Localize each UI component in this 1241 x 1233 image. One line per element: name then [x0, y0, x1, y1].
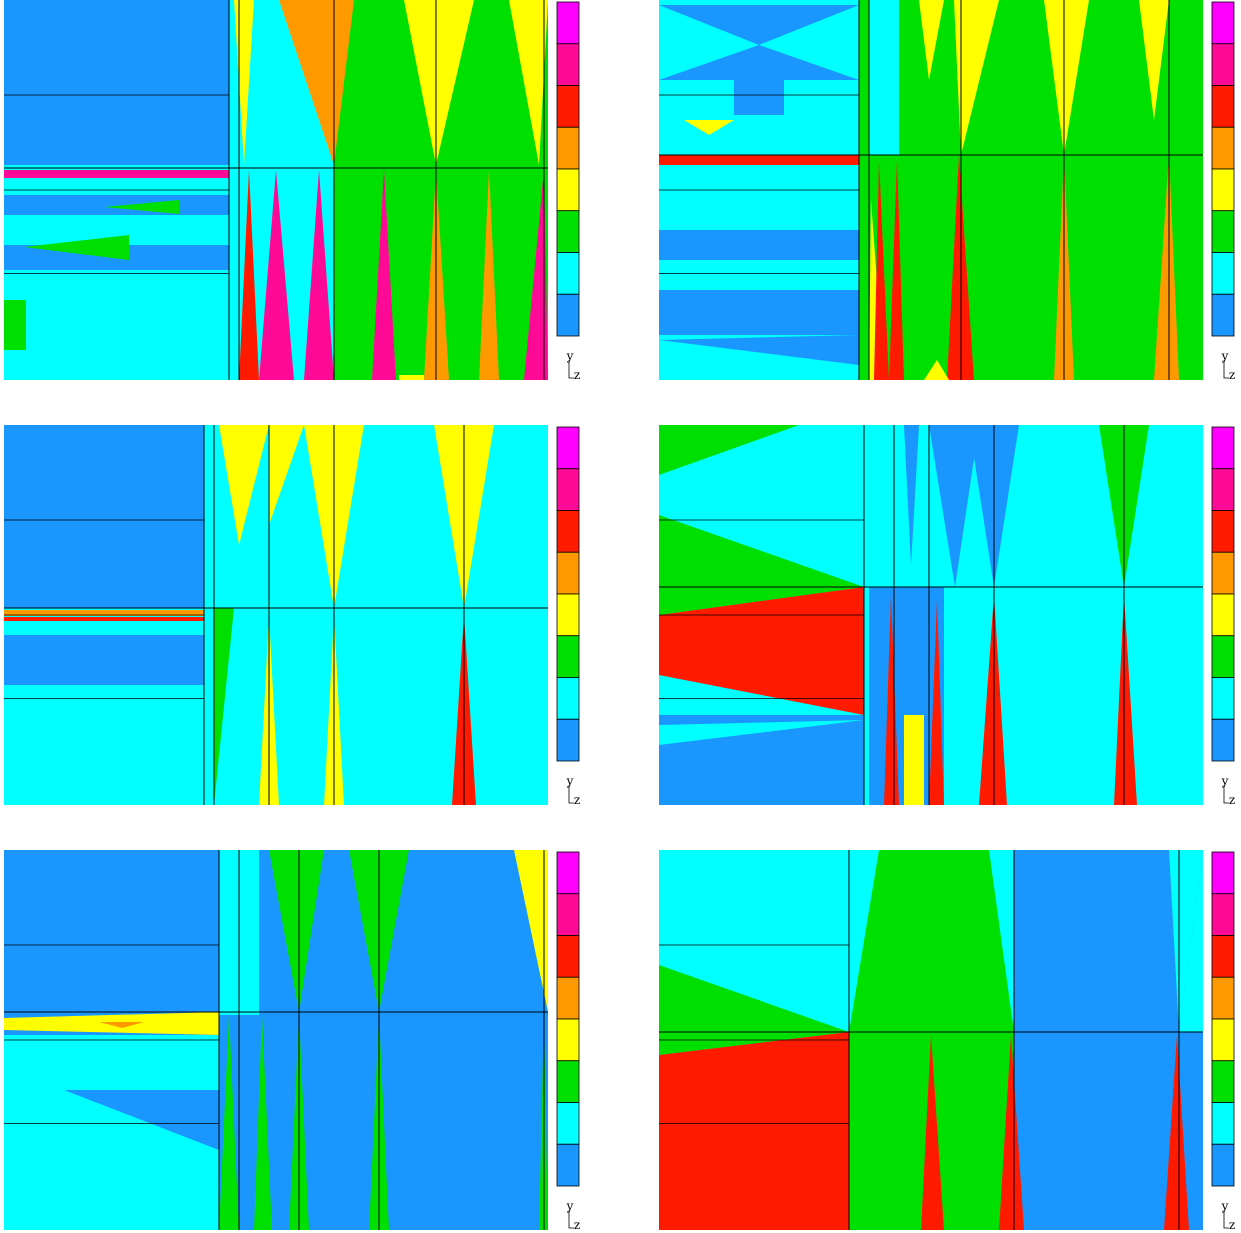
axis-label-y: y	[566, 774, 574, 788]
colorbar-segment	[1212, 469, 1234, 511]
colorbar-segment	[1212, 636, 1234, 678]
axis-label-z: z	[574, 1218, 580, 1232]
colorbar-segment	[1212, 511, 1234, 553]
colorbar-segment	[1212, 2, 1234, 44]
color-region	[4, 1035, 144, 1085]
colorbar-segment	[557, 127, 579, 169]
color-region	[4, 195, 229, 215]
color-region	[4, 617, 204, 621]
colorbar-segment	[1212, 594, 1234, 636]
contour-plot	[4, 0, 548, 380]
axis-label-z: z	[574, 793, 580, 807]
colorbar-segment	[1212, 1061, 1234, 1103]
colorbar-segment	[1212, 894, 1234, 936]
colorbar-segment	[557, 511, 579, 553]
colorbar-segment	[1212, 253, 1234, 295]
colorbar-segment	[557, 852, 579, 894]
color-region	[904, 715, 924, 805]
color-region	[399, 375, 424, 380]
colorbar-segment	[557, 427, 579, 469]
color-region	[659, 230, 859, 260]
colorbar-segment	[557, 719, 579, 761]
colorbar-segment	[557, 86, 579, 128]
colorbar-segment	[557, 294, 579, 336]
colorbar-segment	[557, 936, 579, 978]
panel: yz	[4, 0, 580, 382]
page: yzyzyzyzyzyz (() => { const data = JSON.…	[0, 0, 1241, 1233]
contour-plot	[659, 425, 1203, 805]
colorbar-segment	[1212, 977, 1234, 1019]
axis-label-y: y	[1221, 1199, 1229, 1213]
color-region	[869, 0, 899, 155]
colorbar-segment	[557, 636, 579, 678]
colorbar-segment	[557, 1144, 579, 1186]
colorbar-segment	[557, 1103, 579, 1145]
colorbar-segment	[1212, 427, 1234, 469]
contour-plot	[659, 0, 1203, 380]
axis-label-z: z	[1229, 1218, 1235, 1232]
axis-label-z: z	[574, 368, 580, 382]
colorbar-segment	[557, 44, 579, 86]
axis-label-y: y	[1221, 349, 1229, 363]
color-region	[4, 0, 229, 165]
panel: yz	[659, 425, 1235, 807]
color-region	[4, 300, 26, 350]
color-region	[734, 80, 784, 115]
color-region	[144, 640, 204, 670]
colorbar-segment	[1212, 936, 1234, 978]
colorbar-segment	[557, 469, 579, 511]
axis-label-y: y	[566, 1199, 574, 1213]
colorbar-segment	[557, 552, 579, 594]
colorbar-segment	[557, 2, 579, 44]
colorbar-segment	[557, 169, 579, 211]
color-region	[659, 290, 859, 335]
colorbar-segment	[557, 1061, 579, 1103]
contour-plot	[4, 425, 548, 805]
figure: yzyzyzyzyzyz	[0, 0, 1241, 1233]
color-region	[4, 425, 204, 608]
colorbar-segment	[557, 977, 579, 1019]
colorbar-segment	[1212, 852, 1234, 894]
axis-label-z: z	[1229, 793, 1235, 807]
colorbar-segment	[1212, 552, 1234, 594]
panel: yz	[659, 0, 1235, 382]
colorbar-segment	[1212, 211, 1234, 253]
colorbar-segment	[557, 594, 579, 636]
colorbar-segment	[557, 253, 579, 295]
axis-label-y: y	[566, 349, 574, 363]
colorbar-segment	[1212, 1144, 1234, 1186]
colorbar-segment	[557, 678, 579, 720]
panel: yz	[659, 850, 1235, 1232]
colorbar-segment	[1212, 86, 1234, 128]
colorbar-segment	[1212, 678, 1234, 720]
panel: yz	[4, 850, 580, 1232]
colorbar-segment	[557, 211, 579, 253]
colorbar-segment	[1212, 1103, 1234, 1145]
colorbar-segment	[1212, 44, 1234, 86]
panel: yz	[4, 425, 580, 807]
contour-plot	[4, 850, 548, 1230]
contour-plot	[659, 850, 1203, 1230]
colorbar-segment	[1212, 127, 1234, 169]
colorbar-segment	[1212, 1019, 1234, 1061]
axis-label-y: y	[1221, 774, 1229, 788]
color-region	[4, 170, 229, 178]
colorbar-segment	[1212, 294, 1234, 336]
colorbar-segment	[1212, 719, 1234, 761]
colorbar-segment	[557, 894, 579, 936]
colorbar-segment	[557, 1019, 579, 1061]
colorbar-segment	[1212, 169, 1234, 211]
color-region	[659, 1032, 859, 1230]
color-region	[659, 155, 859, 165]
axis-label-z: z	[1229, 368, 1235, 382]
